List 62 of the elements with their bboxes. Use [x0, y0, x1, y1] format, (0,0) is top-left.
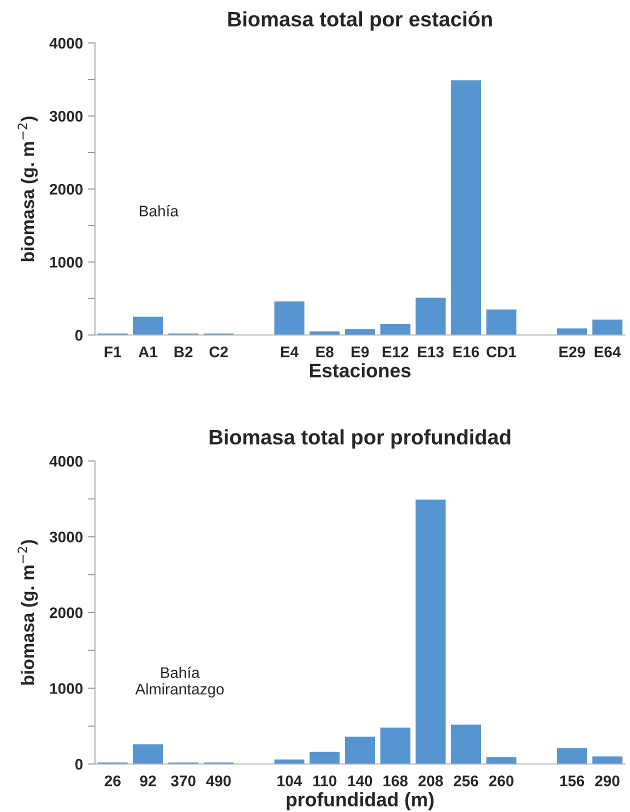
x-tick-label: E29 — [559, 346, 586, 358]
chart-title: Biomasa total por profundidad — [210, 429, 510, 449]
bar — [380, 324, 410, 335]
bar — [310, 752, 340, 764]
x-tick-label: 490 — [206, 776, 231, 786]
y-tick-label: 2000 — [50, 184, 83, 195]
bar — [132, 744, 164, 764]
y-tick-label: 1000 — [50, 256, 83, 268]
annotation: Bahía Almirantazgo — [135, 666, 224, 698]
y-tick-label: 0 — [75, 758, 83, 770]
y-tick-label: 2000 — [50, 607, 83, 618]
y-tick-label: 3000 — [50, 532, 83, 542]
x-tick-label: 208 — [418, 776, 443, 786]
bar — [556, 328, 588, 335]
chart-title: Biomasa total por estación — [228, 11, 492, 31]
bar — [416, 298, 446, 335]
x-tick-label: 26 — [104, 776, 121, 786]
annotation: Bahía — [140, 205, 179, 216]
x-tick-label: 92 — [140, 776, 156, 786]
bar — [486, 757, 516, 764]
y-tick-label: 1000 — [50, 683, 83, 694]
bar — [450, 724, 482, 764]
bar — [592, 756, 622, 764]
x-tick-label: E9 — [352, 346, 369, 358]
x-tick-label: A1 — [138, 346, 158, 358]
x-axis-title: Estaciones — [310, 363, 411, 378]
bar — [380, 728, 410, 764]
x-tick-label: E8 — [316, 346, 334, 358]
x-tick-label: E4 — [281, 346, 299, 358]
x-tick-label: 168 — [384, 776, 408, 786]
x-tick-label: CD1 — [486, 346, 516, 358]
x-tick-label: E64 — [594, 346, 621, 358]
bar — [556, 748, 588, 764]
bar — [486, 309, 516, 335]
x-tick-label: 110 — [313, 776, 336, 786]
x-tick-label: 104 — [278, 776, 302, 786]
y-tick-label: 4000 — [49, 38, 83, 49]
x-tick-label: 156 — [560, 776, 584, 786]
bar — [416, 500, 446, 764]
bar — [344, 329, 376, 335]
x-tick-label: E16 — [453, 346, 480, 358]
y-axis-title: biomasa (g. m$^{−2}$) — [18, 540, 38, 685]
x-tick-label: 140 — [348, 776, 372, 786]
x-tick-label: C2 — [210, 346, 228, 358]
bar — [450, 80, 482, 335]
bar — [132, 316, 164, 335]
bar — [592, 320, 622, 335]
bar — [274, 301, 304, 335]
x-tick-label: 256 — [454, 776, 478, 786]
x-tick-label: E12 — [382, 346, 408, 358]
x-tick-label: B2 — [174, 346, 192, 358]
y-tick-label: 3000 — [50, 110, 83, 122]
x-tick-label: 370 — [170, 776, 196, 786]
x-tick-label: E13 — [418, 346, 444, 358]
x-axis-title: profundidad (m) — [286, 792, 434, 810]
x-tick-label: 260 — [489, 776, 514, 786]
x-tick-label: 290 — [595, 776, 620, 786]
x-tick-label: F1 — [104, 346, 122, 358]
y-tick-label: 4000 — [49, 456, 83, 467]
y-tick-label: 0 — [75, 330, 83, 341]
y-axis-title: biomasa (g. m$^{−2}$) — [18, 116, 38, 262]
bar — [344, 736, 376, 764]
